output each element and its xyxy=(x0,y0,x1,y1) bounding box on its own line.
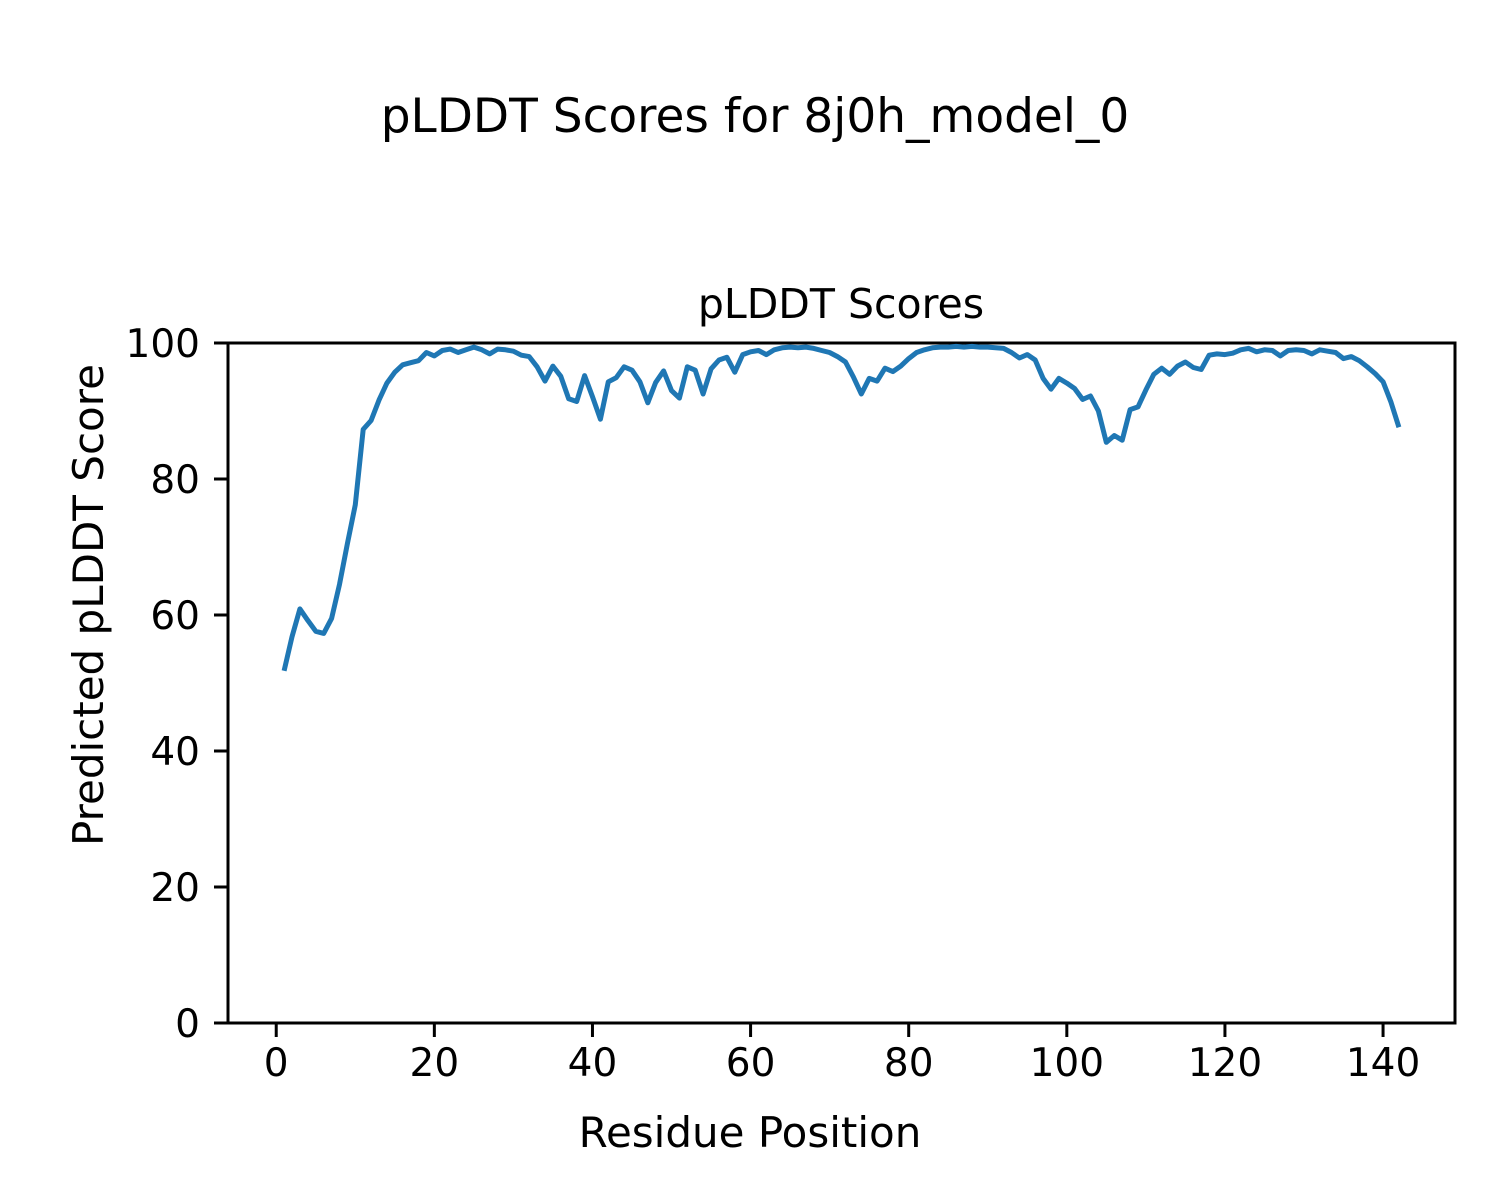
x-tick-label: 140 xyxy=(1346,1041,1420,1086)
x-tick-label: 100 xyxy=(1030,1041,1104,1086)
axis-tick-marks xyxy=(214,341,1385,1037)
y-tick-label: 100 xyxy=(126,322,200,367)
x-tick-label: 60 xyxy=(726,1041,776,1086)
axis-tick-labels: 0 20 40 60 80 100 120 140 0 20 40 60 80 100 xyxy=(126,322,1421,1086)
axes-frame xyxy=(226,341,1457,1025)
x-tick-label: 120 xyxy=(1188,1041,1262,1086)
y-tick-label: 60 xyxy=(150,594,200,639)
y-axis-label: Predicted pLDDT Score xyxy=(64,364,113,846)
y-tick-label: 80 xyxy=(150,458,200,503)
x-tick-label: 40 xyxy=(568,1041,618,1086)
plddt-data-line xyxy=(281,343,1402,672)
figure-suptitle: pLDDT Scores for 8j0h_model_0 xyxy=(381,89,1130,144)
y-tick-label: 40 xyxy=(150,730,200,775)
x-tick-label: 0 xyxy=(264,1041,289,1086)
y-tick-label: 0 xyxy=(175,1002,200,1047)
axes-title: pLDDT Scores xyxy=(698,280,984,328)
x-axis-label: Residue Position xyxy=(579,1108,922,1157)
y-tick-label: 20 xyxy=(150,866,200,911)
x-tick-label: 80 xyxy=(884,1041,934,1086)
x-tick-label: 20 xyxy=(410,1041,460,1086)
